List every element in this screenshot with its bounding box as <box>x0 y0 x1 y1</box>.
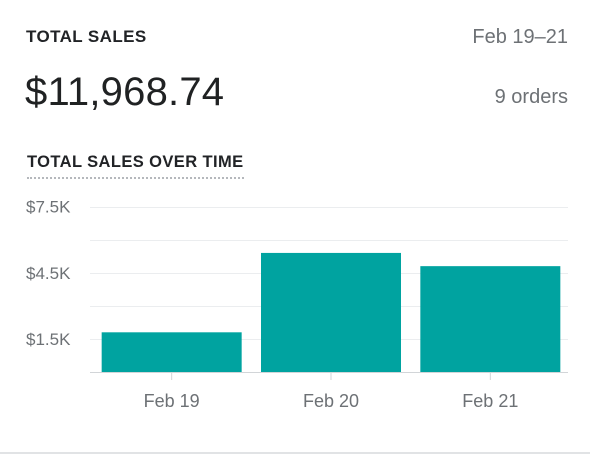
date-range: Feb 19–21 <box>472 26 568 48</box>
chart-title[interactable]: TOTAL SALES OVER TIME <box>27 153 244 179</box>
x-tick-label: Feb 19 <box>144 391 200 411</box>
y-tick-label: $1.5K <box>26 330 71 349</box>
sales-over-time-chart: $1.5K $4.5K $7.5K Feb 19 Feb 20 Feb 21 <box>26 198 568 411</box>
total-sales-value: $11,968.74 <box>25 70 225 114</box>
bar-feb-20 <box>261 252 401 372</box>
x-tick-label: Feb 20 <box>303 391 359 411</box>
bars <box>101 252 561 372</box>
x-tick-label: Feb 21 <box>462 391 518 411</box>
y-tick-label: $7.5K <box>26 198 71 217</box>
card-divider <box>0 452 590 454</box>
y-tick-label: $4.5K <box>26 264 71 283</box>
bar-feb-21 <box>420 266 561 372</box>
x-axis <box>90 372 568 380</box>
bar-feb-19 <box>101 332 242 372</box>
orders-count: 9 orders <box>494 86 568 108</box>
card-title: TOTAL SALES <box>26 27 147 46</box>
tick-labels: $1.5K $4.5K $7.5K Feb 19 Feb 20 Feb 21 <box>26 198 518 411</box>
